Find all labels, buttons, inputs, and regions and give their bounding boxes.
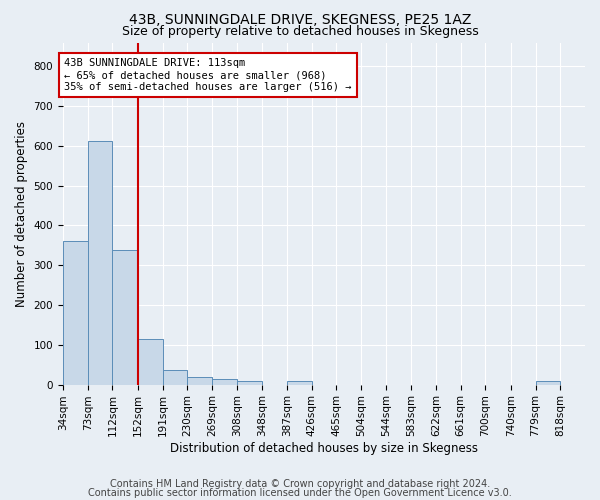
Bar — [287, 382, 311, 384]
Bar — [63, 242, 88, 384]
X-axis label: Distribution of detached houses by size in Skegness: Distribution of detached houses by size … — [170, 442, 478, 455]
Bar — [536, 382, 560, 384]
Bar — [212, 378, 237, 384]
Bar — [163, 370, 187, 384]
Bar — [138, 339, 163, 384]
Text: 43B SUNNINGDALE DRIVE: 113sqm
← 65% of detached houses are smaller (968)
35% of : 43B SUNNINGDALE DRIVE: 113sqm ← 65% of d… — [64, 58, 352, 92]
Bar — [187, 376, 212, 384]
Bar — [88, 141, 112, 384]
Text: Contains HM Land Registry data © Crown copyright and database right 2024.: Contains HM Land Registry data © Crown c… — [110, 479, 490, 489]
Y-axis label: Number of detached properties: Number of detached properties — [15, 120, 28, 306]
Bar — [237, 380, 262, 384]
Bar — [112, 250, 138, 384]
Text: 43B, SUNNINGDALE DRIVE, SKEGNESS, PE25 1AZ: 43B, SUNNINGDALE DRIVE, SKEGNESS, PE25 1… — [129, 12, 471, 26]
Text: Size of property relative to detached houses in Skegness: Size of property relative to detached ho… — [122, 25, 478, 38]
Text: Contains public sector information licensed under the Open Government Licence v3: Contains public sector information licen… — [88, 488, 512, 498]
